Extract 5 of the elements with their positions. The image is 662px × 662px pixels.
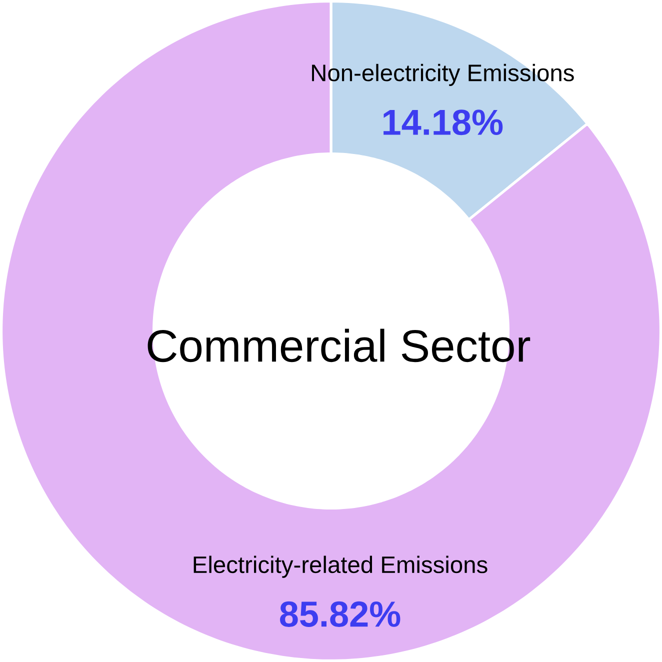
text: Commercial Sector [148, 328, 530, 362]
data-label: 85.82% [280, 601, 400, 627]
slice-label: Electricity-related Emissions [194, 556, 488, 578]
slice-label: Non-electricity Emissions [312, 64, 574, 86]
data-label: 14.18% [384, 110, 503, 136]
